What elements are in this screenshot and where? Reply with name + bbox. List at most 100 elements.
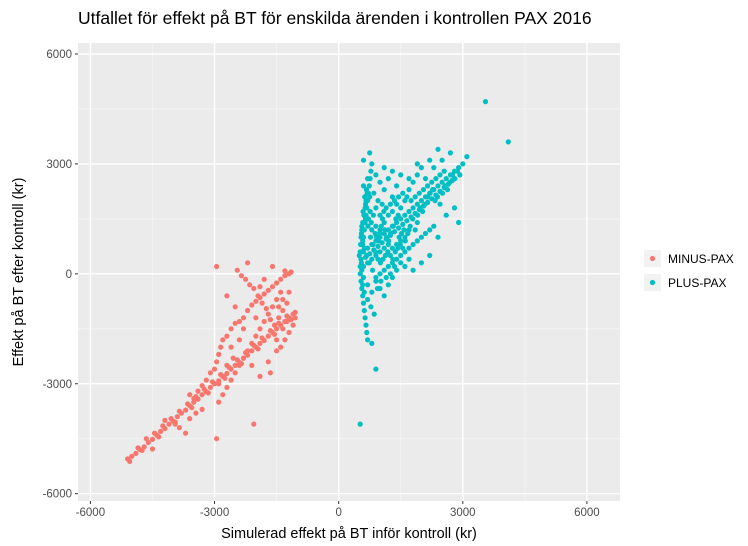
data-point (363, 198, 369, 204)
data-point (414, 172, 420, 178)
data-point (189, 405, 195, 411)
data-point (176, 425, 182, 431)
y-tick-label: 0 (66, 269, 72, 281)
data-point (375, 198, 381, 204)
data-point (214, 359, 220, 365)
data-point (249, 362, 255, 368)
data-point (505, 139, 511, 145)
data-point (414, 238, 420, 244)
data-point (278, 344, 284, 350)
data-point (238, 273, 244, 279)
data-point (211, 366, 218, 372)
data-point (259, 335, 265, 341)
data-point (377, 230, 383, 237)
data-point (193, 410, 199, 416)
data-point (431, 165, 437, 171)
data-point (361, 212, 367, 218)
data-point (368, 304, 374, 310)
legend-marker (649, 279, 656, 286)
data-point (451, 205, 458, 211)
series-minus-pax (125, 260, 298, 464)
data-point (385, 263, 391, 270)
data-point (381, 165, 387, 171)
data-point (143, 436, 149, 442)
data-point (216, 381, 222, 387)
data-point (236, 318, 242, 325)
data-point (377, 179, 383, 185)
y-tick-label: 3000 (46, 159, 72, 171)
data-point (199, 406, 205, 412)
data-point (386, 238, 392, 244)
data-point (253, 298, 259, 304)
data-point (400, 245, 406, 251)
data-point (377, 249, 383, 255)
data-point (401, 227, 407, 233)
data-point (360, 183, 367, 189)
data-point (282, 273, 288, 279)
data-point (429, 179, 435, 185)
data-point (390, 223, 396, 229)
data-point (195, 388, 201, 394)
data-point (359, 267, 365, 273)
data-point (367, 208, 373, 215)
data-point (400, 221, 406, 227)
data-point (288, 269, 294, 275)
data-point (391, 198, 398, 204)
data-point (418, 165, 424, 171)
data-point (368, 168, 374, 174)
data-point (187, 416, 193, 422)
data-point (151, 430, 158, 436)
data-point (133, 450, 139, 456)
data-point (420, 208, 426, 215)
data-point (199, 392, 205, 398)
data-point (251, 421, 257, 427)
data-point (371, 190, 377, 196)
data-point (253, 315, 259, 321)
data-point (228, 377, 234, 383)
data-point (410, 216, 416, 222)
data-point (367, 194, 373, 200)
data-point (439, 179, 445, 185)
data-point (387, 201, 393, 207)
legend-label: PLUS-PAX (668, 276, 726, 290)
x-axis-ticks: -6000 -3000 0 3000 6000 (76, 501, 600, 519)
data-point (437, 201, 443, 207)
x-tick-label: 0 (335, 507, 341, 519)
data-point (427, 252, 433, 259)
data-point (358, 234, 364, 240)
data-point (292, 309, 298, 315)
data-point (418, 234, 424, 240)
data-point (232, 304, 238, 310)
data-point (292, 315, 298, 321)
data-point (265, 359, 271, 365)
data-point (380, 256, 386, 262)
data-point (398, 260, 404, 266)
data-point (404, 194, 410, 200)
data-point (435, 234, 441, 240)
data-point (370, 267, 376, 273)
data-point (432, 198, 438, 204)
data-point (286, 289, 292, 295)
data-point (418, 198, 424, 204)
data-point (135, 445, 141, 451)
legend-label: MINUS-PAX (668, 252, 734, 266)
data-point (395, 212, 401, 218)
data-point (284, 300, 290, 306)
data-point (228, 326, 234, 332)
data-point (449, 172, 455, 178)
data-point (406, 208, 412, 215)
data-point (257, 340, 263, 346)
data-point (425, 183, 431, 189)
data-point (166, 421, 172, 427)
data-point (396, 225, 402, 231)
data-point (224, 370, 230, 377)
data-point (422, 230, 429, 237)
data-point (282, 337, 288, 343)
data-point (373, 366, 379, 372)
data-point (454, 168, 460, 174)
data-point (385, 212, 391, 218)
data-point (391, 263, 398, 270)
data-point (218, 372, 224, 378)
data-point (377, 271, 383, 277)
data-point (278, 289, 284, 295)
